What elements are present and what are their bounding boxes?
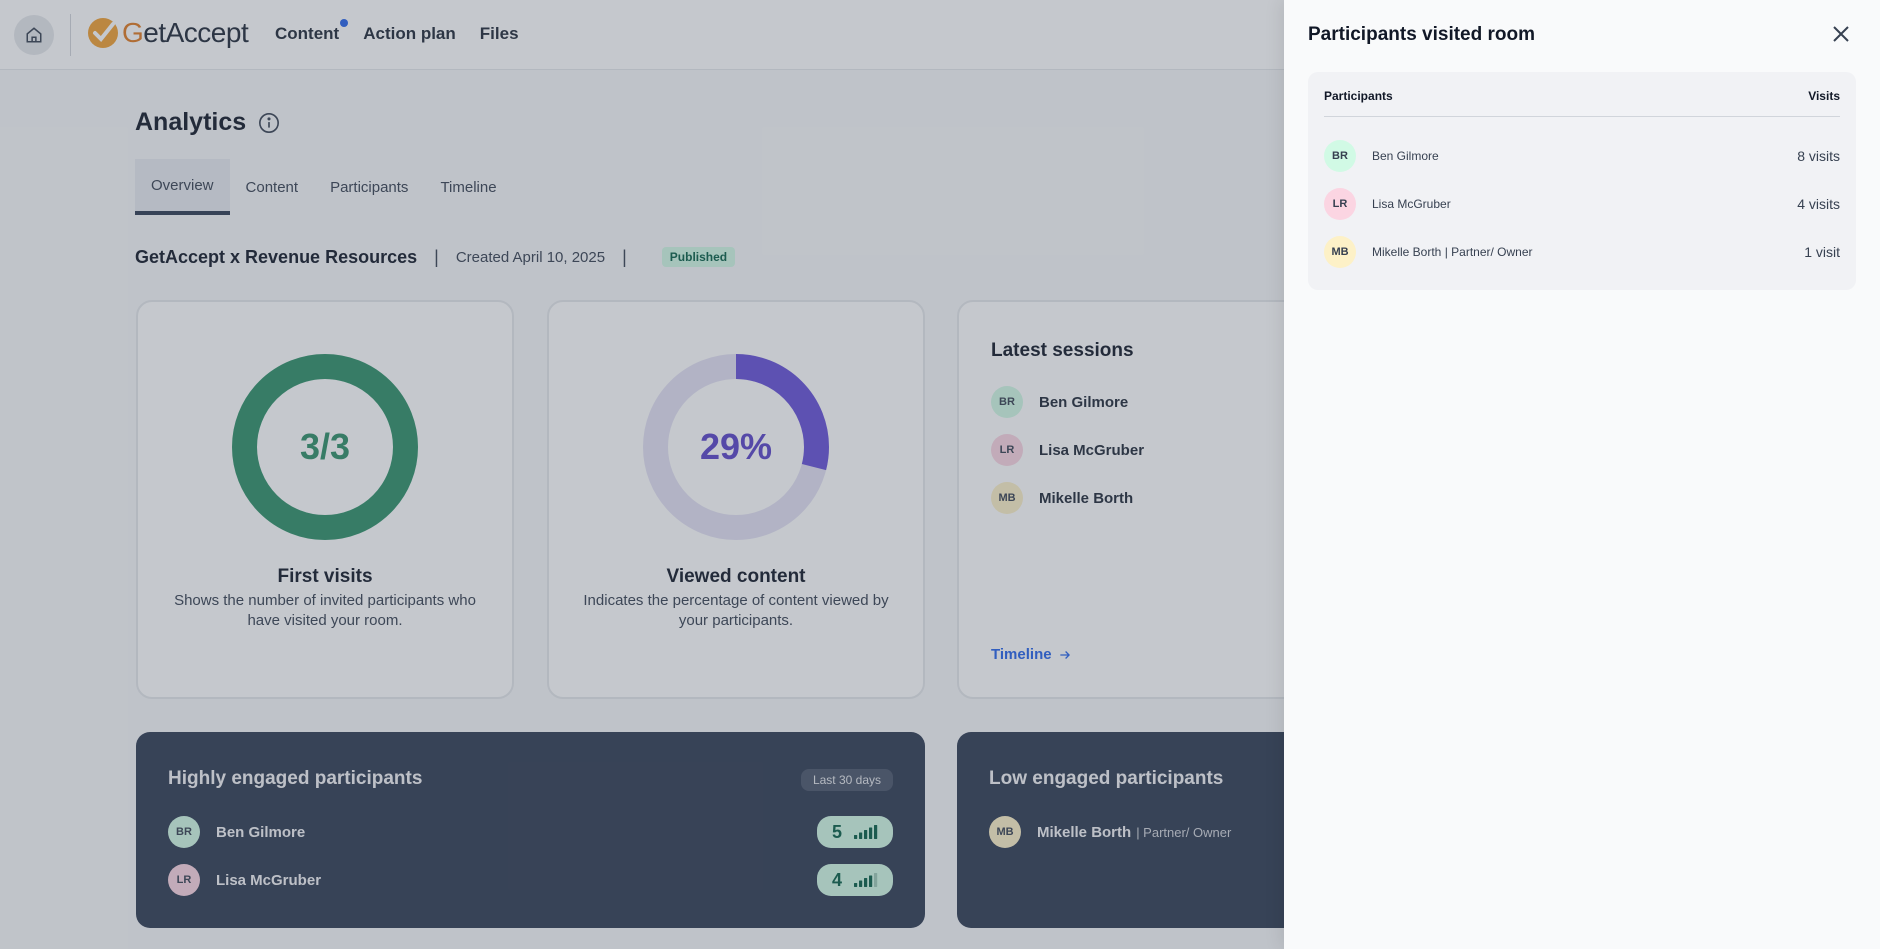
header-divider [1324, 116, 1840, 117]
session-name: Lisa McGruber [1039, 441, 1145, 459]
nav-content[interactable]: Content [275, 19, 349, 44]
viewed-content-title: Viewed content [666, 566, 806, 587]
engaged-participant-row[interactable]: BR Ben Gilmore [168, 816, 305, 848]
arrow-right-icon [1059, 650, 1070, 659]
logo-check-icon [88, 18, 118, 48]
participant-name: Lisa McGruber [1372, 197, 1451, 211]
separator: | [622, 246, 627, 267]
signal-bar [874, 825, 878, 839]
avatar: BR [168, 816, 200, 848]
engagement-score: 5 [817, 816, 893, 848]
home-button[interactable] [14, 15, 54, 55]
separator: | [434, 246, 439, 267]
room-info: GetAccept x Revenue Resources | Created … [135, 246, 736, 268]
home-icon [26, 27, 42, 43]
session-name: Mikelle Borth [1039, 489, 1134, 507]
notification-dot [340, 19, 349, 27]
date-range-badge: Last 30 days [800, 769, 893, 791]
signal-bar [859, 880, 863, 887]
divider [70, 14, 71, 56]
avatar: BR [1324, 140, 1356, 172]
session-item[interactable]: BR Ben Gilmore [991, 386, 1128, 418]
page-title: Analytics [135, 108, 247, 136]
tab-participants[interactable]: Participants [330, 178, 409, 196]
signal-bar [869, 827, 873, 839]
getaccept-logo[interactable]: GetAccept [86, 16, 249, 50]
participant-role: | Partner/ Owner [1136, 824, 1232, 840]
info-icon[interactable] [258, 112, 280, 134]
panel-title: Participants visited room [1308, 24, 1536, 45]
low-engaged-participant-row[interactable]: MB Mikelle Borth | Partner/ Owner [989, 816, 1231, 848]
signal-bars-icon [854, 873, 878, 887]
close-icon[interactable] [1829, 22, 1853, 46]
table-row[interactable]: MB Mikelle Borth | Partner/ Owner 1 visi… [1324, 236, 1840, 268]
created-date: Created April 10, 2025 [455, 248, 606, 266]
signal-bar [874, 873, 878, 887]
viewed-content-description: Indicates the percentage of content view… [583, 592, 889, 629]
tab-timeline[interactable]: Timeline [440, 178, 497, 196]
signal-bar [854, 835, 858, 839]
visit-count: 8 visits [1797, 148, 1840, 164]
first-visits-title: First visits [277, 566, 373, 587]
participant-name: Ben Gilmore [216, 823, 306, 841]
column-header-participants: Participants [1324, 89, 1393, 103]
avatar: LR [991, 434, 1023, 466]
signal-bar [869, 875, 873, 887]
session-name: Ben Gilmore [1039, 393, 1129, 411]
participant-name: Mikelle Borth [1037, 823, 1132, 841]
participant-name: Ben Gilmore [1372, 149, 1439, 163]
participants-visited-panel: Participants visited room Participants V… [1284, 0, 1880, 949]
viewed-content-value: 29% [699, 426, 773, 467]
highly-engaged-card: Highly engaged participants Last 30 days… [136, 732, 925, 928]
tab-content[interactable]: Content [245, 178, 299, 196]
highly-engaged-title: Highly engaged participants [168, 768, 423, 789]
visit-count: 1 visit [1804, 244, 1840, 260]
signal-bar [864, 878, 868, 887]
first-visits-card[interactable]: 3/3 First visits Shows the number of inv… [136, 300, 514, 699]
table-row[interactable]: BR Ben Gilmore 8 visits [1324, 140, 1840, 172]
avatar: MB [989, 816, 1021, 848]
timeline-link[interactable]: Timeline [991, 646, 1072, 663]
tab-overview[interactable]: Overview [135, 159, 230, 215]
signal-bar [864, 830, 868, 839]
avatar: MB [1324, 236, 1356, 268]
avatar: LR [1324, 188, 1356, 220]
first-visits-donut [232, 354, 418, 540]
main-nav: Content Action plan Files [275, 19, 519, 44]
avatar: BR [991, 386, 1023, 418]
participant-name: Lisa McGruber [216, 871, 322, 889]
column-header-visits: Visits [1808, 89, 1840, 103]
room-name: GetAccept x Revenue Resources [135, 246, 418, 267]
participant-name: Mikelle Borth | Partner/ Owner [1372, 245, 1533, 259]
visit-count: 4 visits [1797, 196, 1840, 212]
nav-action-plan[interactable]: Action plan [363, 24, 456, 43]
low-engaged-title: Low engaged participants [989, 768, 1224, 789]
signal-bar [854, 883, 858, 887]
viewed-content-card[interactable]: 29% Viewed content Indicates the percent… [547, 300, 925, 699]
engagement-score: 4 [817, 864, 893, 896]
analytics-tabs: Overview Content Participants Timeline [135, 159, 513, 215]
table-row[interactable]: LR Lisa McGruber 4 visits [1324, 188, 1840, 220]
nav-files[interactable]: Files [479, 24, 519, 43]
session-item[interactable]: LR Lisa McGruber [991, 434, 1144, 466]
avatar: LR [168, 864, 200, 896]
signal-bars-icon [854, 825, 878, 839]
viewed-content-donut [643, 354, 829, 540]
status-badge: Published [661, 247, 736, 267]
first-visits-description: Shows the number of invited participants… [174, 592, 476, 629]
engaged-participant-row[interactable]: LR Lisa McGruber [168, 864, 321, 896]
modal-backdrop[interactable] [0, 0, 1284, 949]
signal-bar [859, 832, 863, 839]
logo-text: GetAccept [122, 17, 249, 48]
first-visits-value: 3/3 [299, 426, 351, 467]
avatar: MB [991, 482, 1023, 514]
session-item[interactable]: MB Mikelle Borth [991, 482, 1133, 514]
latest-sessions-title: Latest sessions [991, 340, 1134, 361]
participants-table: Participants Visits BR Ben Gilmore 8 vis… [1308, 72, 1856, 290]
